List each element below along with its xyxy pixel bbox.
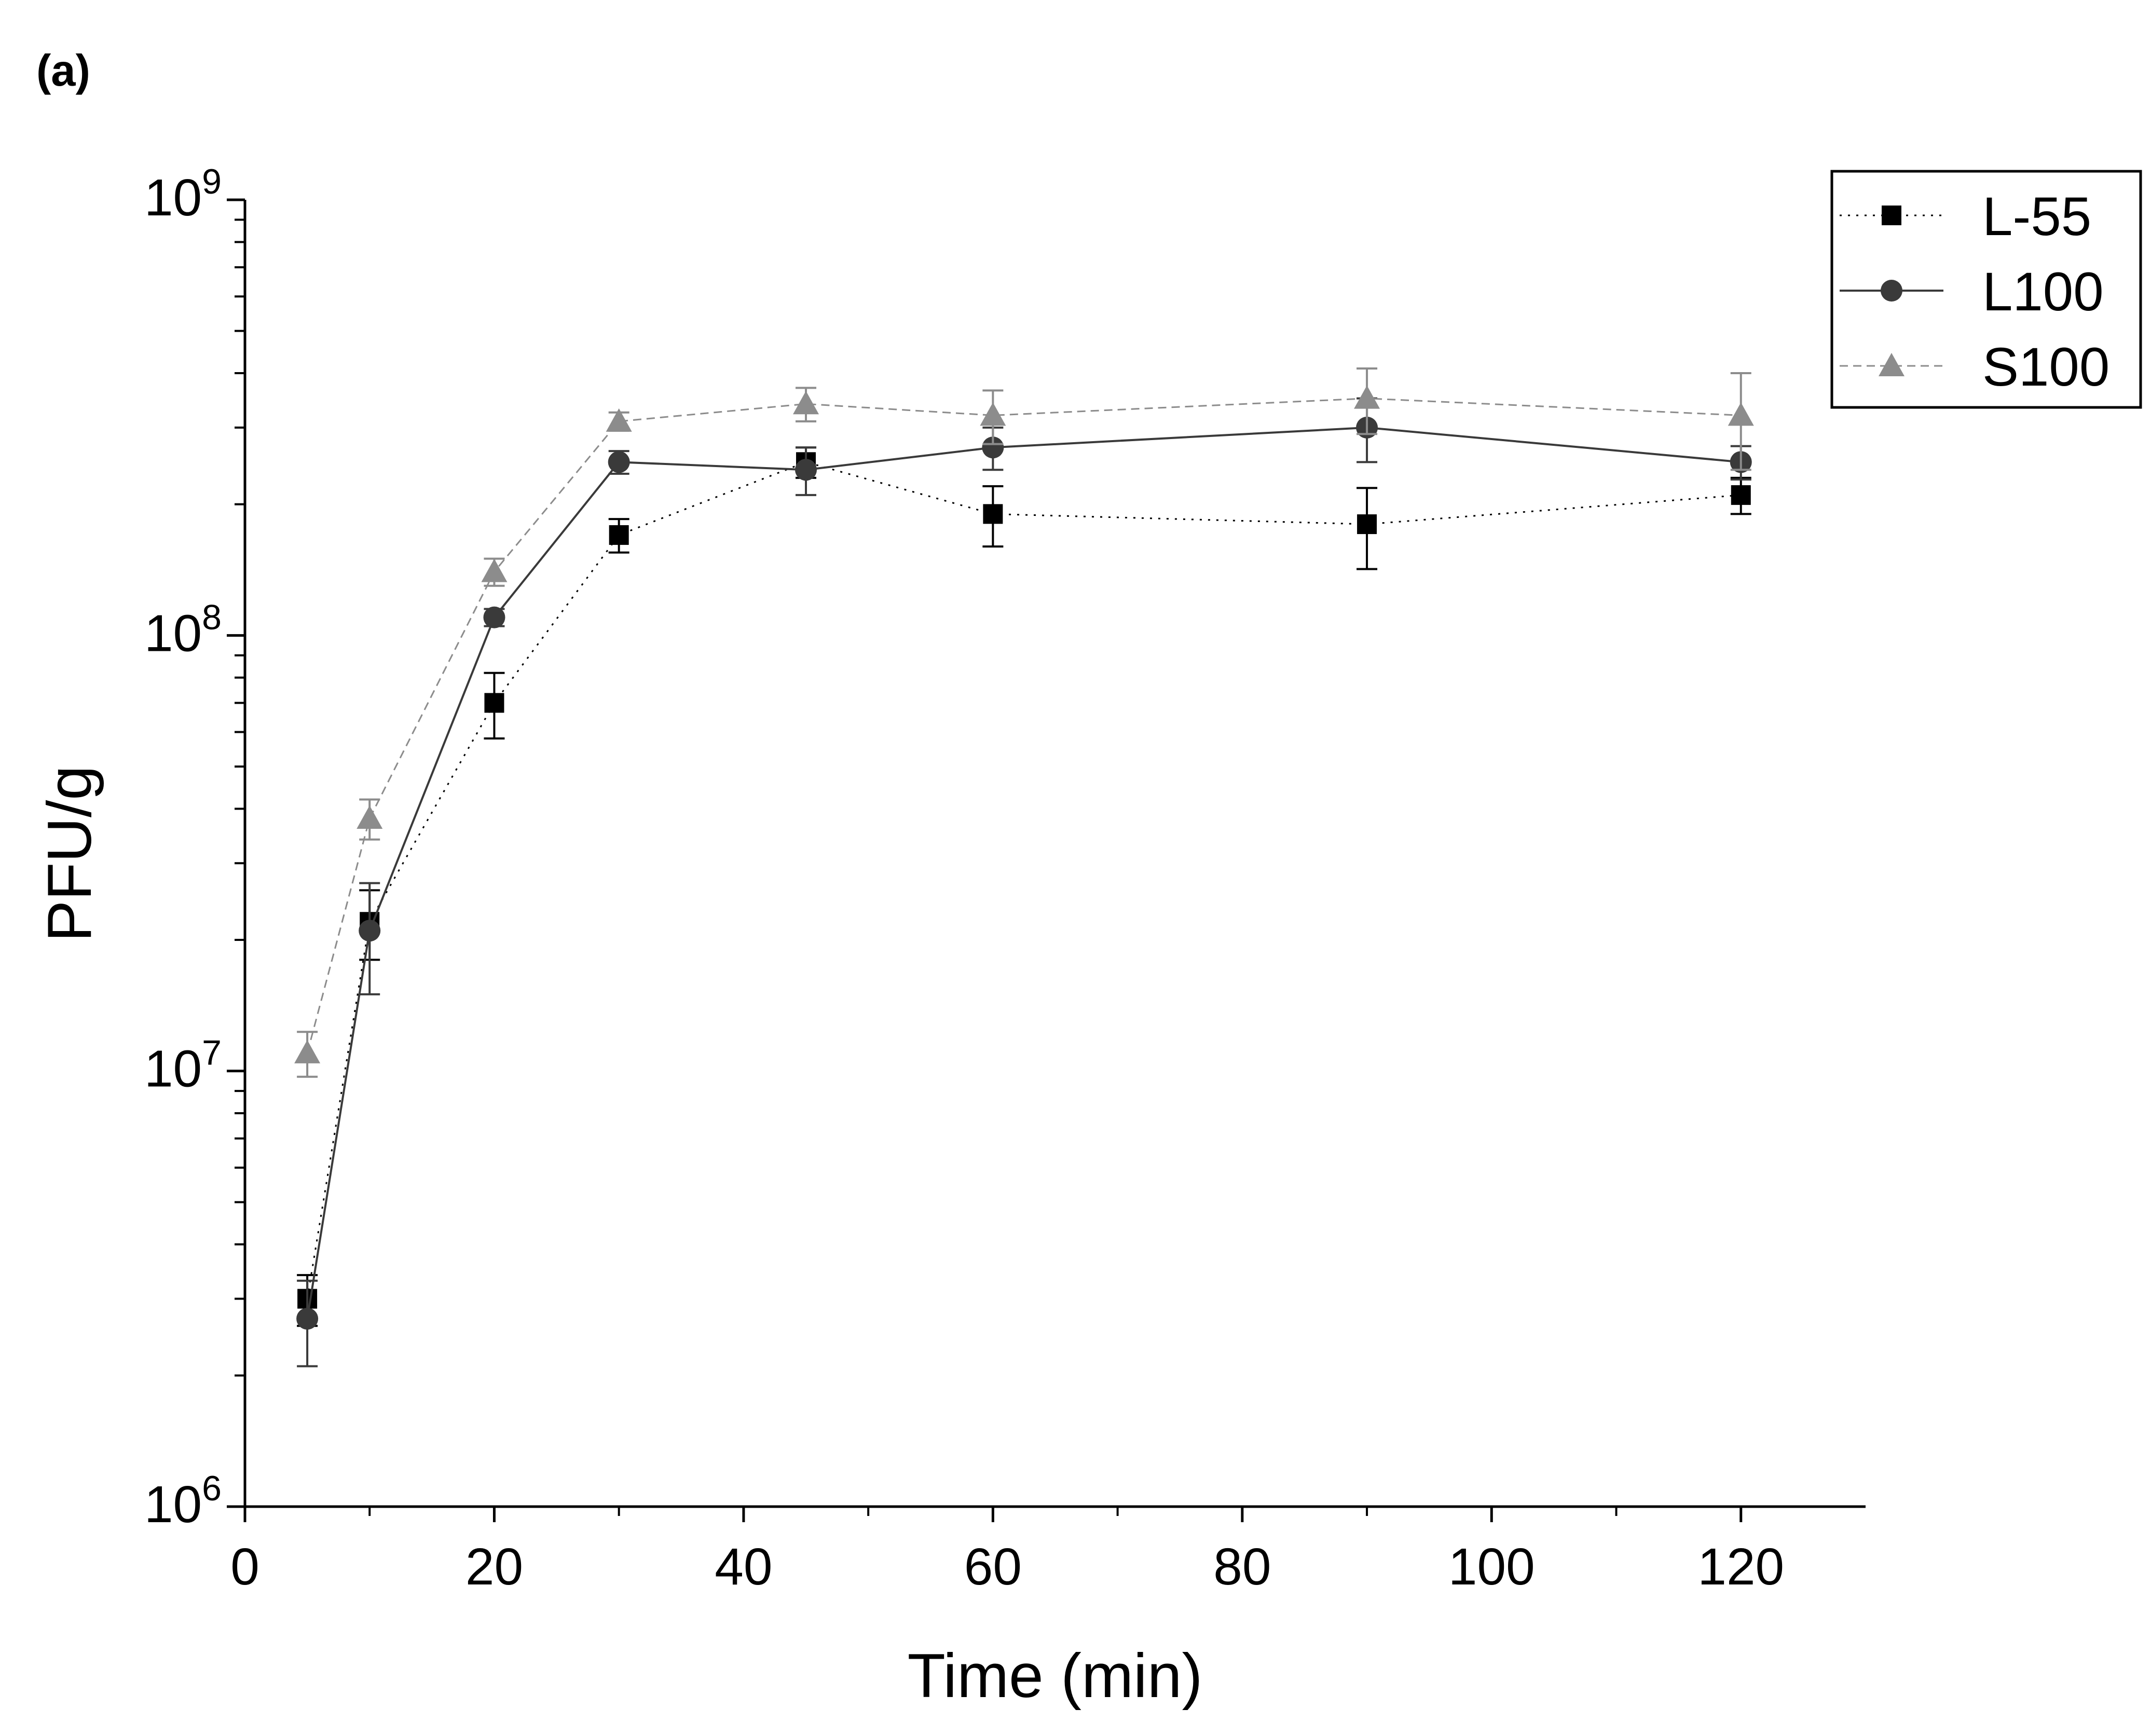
legend: L-55 L100 S100 [1830, 170, 2142, 409]
x-tick-label: 0 [230, 1538, 259, 1596]
data-point [606, 408, 632, 432]
data-point [608, 451, 630, 473]
x-tick-label: 40 [715, 1538, 772, 1596]
data-point [795, 459, 817, 481]
data-point [1731, 485, 1751, 505]
data-point [609, 525, 629, 545]
y-tick-label: 107 [144, 1033, 222, 1098]
data-point [1357, 514, 1377, 535]
data-point [484, 693, 504, 713]
panel-label: (a) [36, 46, 90, 95]
y-tick-label: 108 [144, 597, 222, 662]
series-line [306, 426, 1741, 1319]
data-point [357, 805, 383, 829]
y-tick-label: 106 [144, 1469, 222, 1534]
data-point [982, 436, 1004, 459]
series-l55 [297, 446, 1751, 1327]
x-tick-label: 100 [1448, 1538, 1535, 1596]
x-axis-title: Time (min) [908, 1641, 1203, 1711]
data-point [793, 391, 819, 415]
data-point [294, 1040, 321, 1063]
y-tick-label: 109 [144, 162, 222, 227]
y-axis-title: PFU/g [35, 766, 104, 942]
data-point [1728, 402, 1754, 426]
series-line [306, 461, 1741, 1299]
series-line [306, 398, 1741, 1054]
x-tick-label: 20 [465, 1538, 523, 1596]
x-tick-label: 80 [1213, 1538, 1271, 1596]
plot-area: 0 20 40 60 80 100 120 106 107 108 109 [144, 162, 1866, 1596]
legend-marker [1879, 353, 1905, 376]
x-axis: 0 20 40 60 80 100 120 [230, 1505, 1866, 1596]
legend-label: L100 [1982, 262, 2104, 322]
series-s100 [294, 367, 1754, 1078]
data-point [359, 920, 381, 942]
x-tick-label: 120 [1697, 1538, 1784, 1596]
series-l100 [296, 397, 1752, 1368]
data-point [481, 558, 508, 582]
data-point [980, 402, 1006, 426]
legend-label: S100 [1982, 337, 2109, 398]
data-point [983, 504, 1003, 524]
data-point [296, 1307, 319, 1330]
legend-marker [1882, 206, 1901, 225]
data-point [483, 606, 505, 628]
legend-label: L-55 [1982, 186, 2091, 247]
data-point [1354, 385, 1380, 409]
x-tick-label: 60 [964, 1538, 1022, 1596]
legend-marker [1881, 280, 1902, 302]
y-axis: 106 107 108 109 [144, 162, 246, 1534]
series-group [294, 367, 1754, 1368]
